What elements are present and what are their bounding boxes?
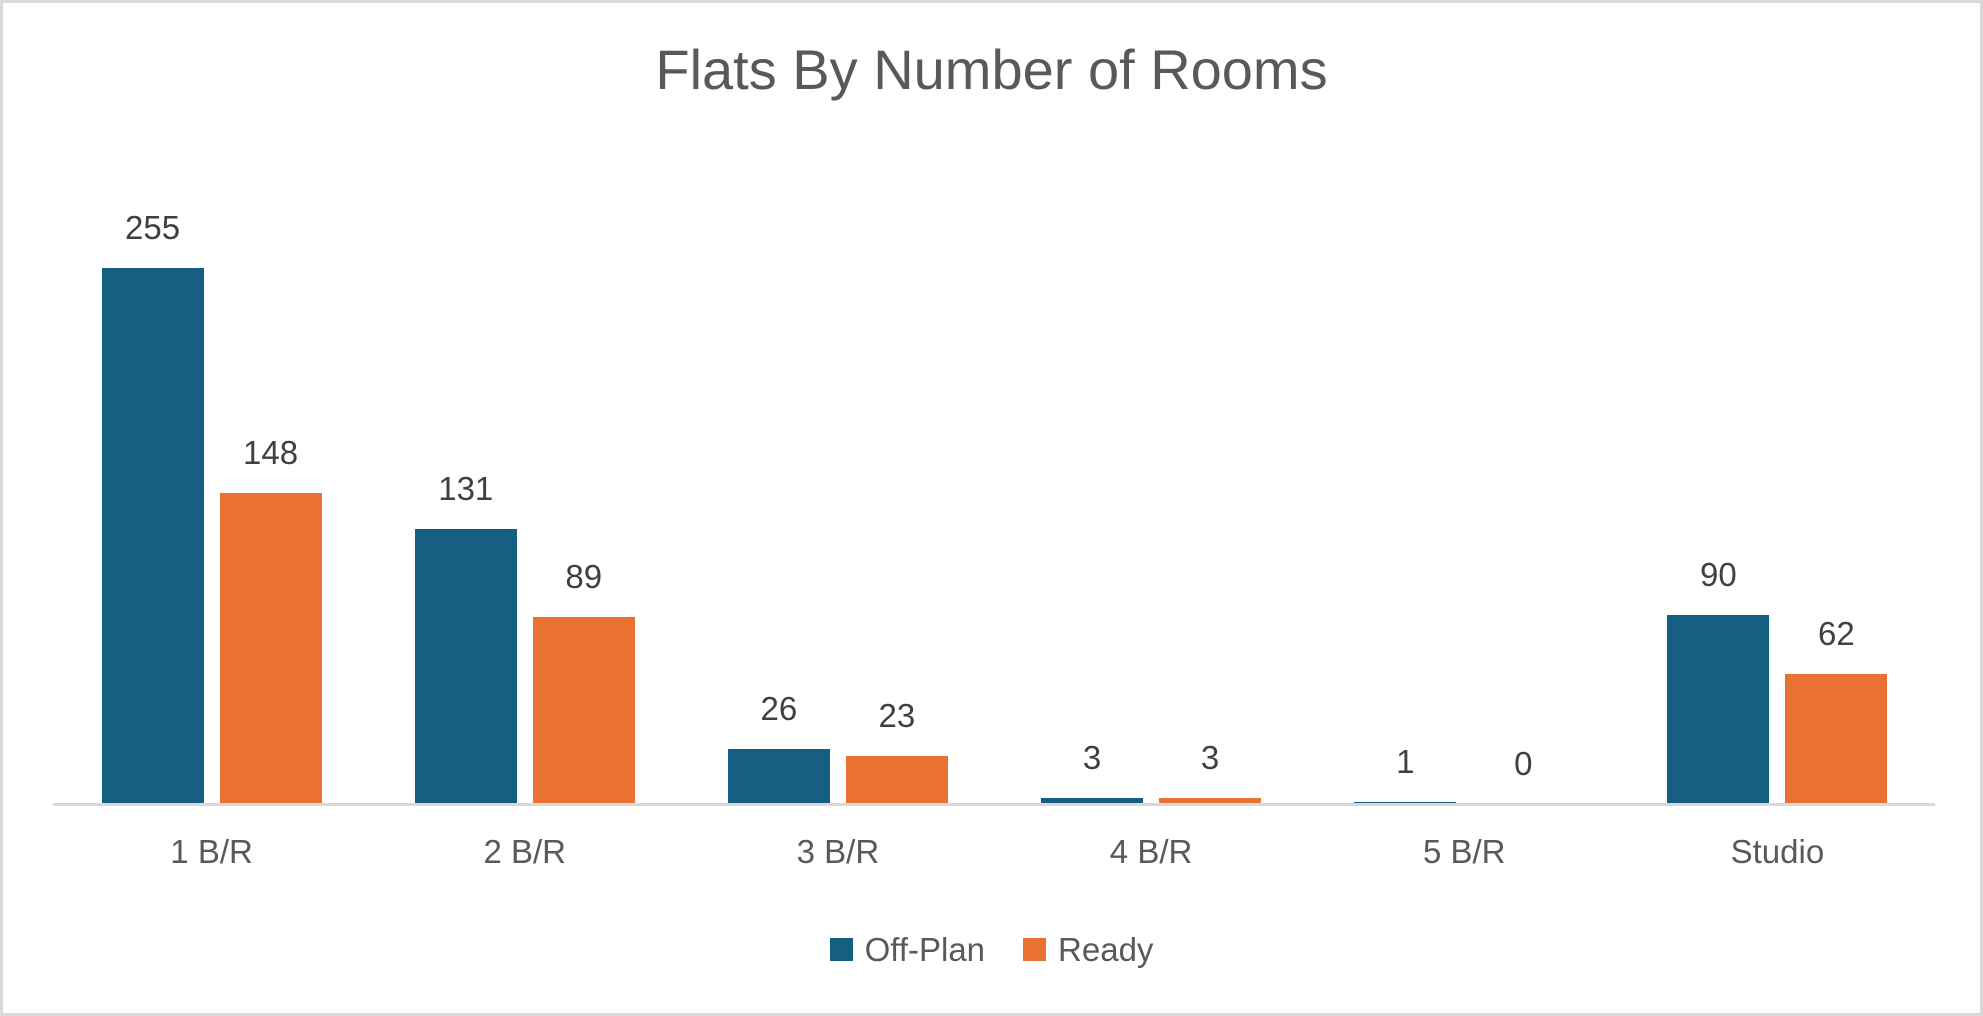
- bar-ready-4br: [1159, 798, 1262, 804]
- bar-ready-2br: [532, 617, 635, 804]
- legend-swatch-ready: [1023, 938, 1047, 961]
- data-label-ready-5br: 0: [1514, 745, 1533, 782]
- bar-off-plan-3br: [727, 749, 830, 804]
- bar-off-plan-1br: [101, 268, 204, 804]
- data-label-off-plan-4br: 3: [1082, 739, 1102, 776]
- plot-area: 255 148 131 89 26 23 3 3 1 0 90 62: [55, 3, 1934, 804]
- data-label-ready-1br: 148: [243, 434, 299, 471]
- legend-label-off-plan: Off-Plan: [864, 931, 986, 968]
- legend-swatch-off-plan: [829, 938, 853, 961]
- legend-label-ready: Ready: [1058, 931, 1154, 968]
- x-axis-label-1br: 1 B/R: [170, 833, 253, 870]
- data-label-off-plan-1br: 255: [125, 209, 181, 246]
- x-axis-line: [53, 803, 1935, 806]
- legend: Off-Plan Ready: [3, 933, 1980, 966]
- bar-ready-studio: [1785, 674, 1888, 804]
- data-label-off-plan-3br: 26: [760, 690, 798, 727]
- x-axis-label-3br: 3 B/R: [796, 833, 880, 870]
- data-label-ready-3br: 23: [878, 697, 916, 734]
- data-label-off-plan-2br: 131: [438, 470, 494, 507]
- bar-ready-1br: [219, 493, 322, 804]
- data-label-ready-2br: 89: [565, 558, 603, 595]
- data-label-off-plan-studio: 90: [1700, 556, 1737, 593]
- bar-ready-3br: [845, 756, 948, 804]
- data-label-ready-studio: 62: [1818, 615, 1855, 652]
- x-axis-label-4br: 4 B/R: [1109, 833, 1193, 870]
- legend-item-ready: Ready: [1023, 933, 1153, 966]
- data-label-ready-4br: 3: [1200, 739, 1220, 776]
- x-axis-label-2br: 2 B/R: [483, 833, 567, 870]
- x-axis-label-studio: Studio: [1730, 833, 1825, 870]
- bar-off-plan-2br: [414, 529, 517, 804]
- bar-off-plan-studio: [1667, 615, 1770, 804]
- data-label-off-plan-5br: 1: [1396, 743, 1415, 780]
- x-axis-label-5br: 5 B/R: [1422, 833, 1506, 870]
- legend-item-off-plan: Off-Plan: [829, 931, 986, 968]
- bar-off-plan-4br: [1041, 798, 1144, 804]
- chart-title: Flats By Number of Rooms: [655, 38, 1328, 101]
